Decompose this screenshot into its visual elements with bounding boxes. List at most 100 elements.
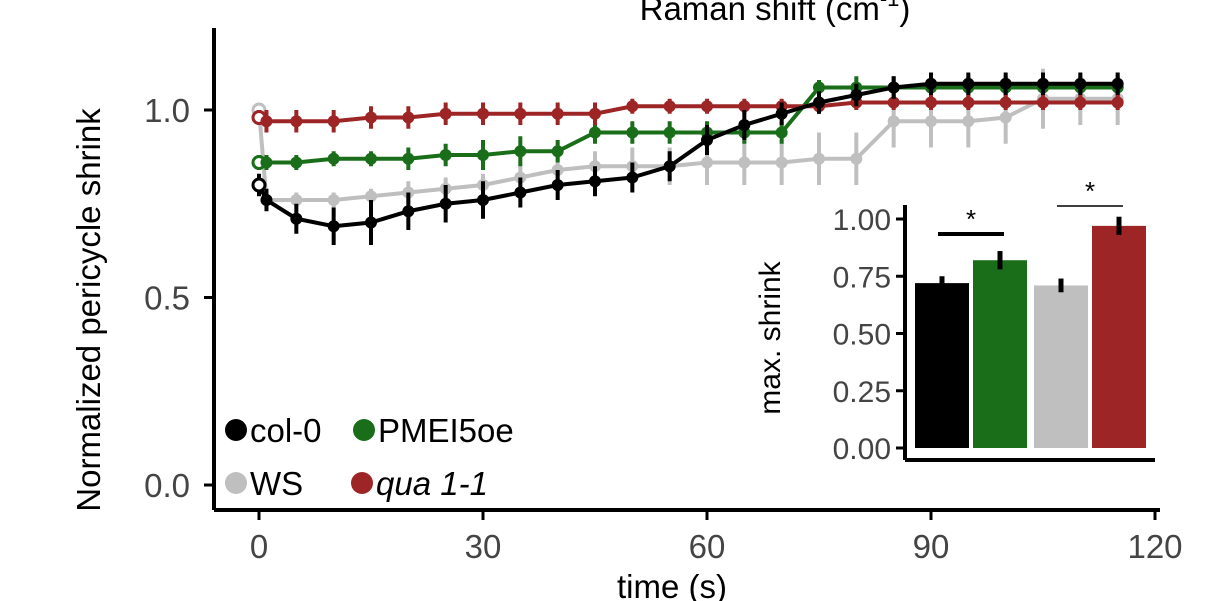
series-pmei5oe	[251, 76, 1124, 170]
data-point	[738, 100, 751, 113]
top-axis-title-close: )	[899, 0, 910, 27]
data-point	[439, 149, 452, 161]
data-point	[589, 175, 601, 188]
data-point	[290, 115, 303, 128]
legend-marker	[225, 472, 247, 494]
data-point	[365, 216, 377, 229]
inset-y-tick-label: 0.25	[833, 376, 891, 409]
data-point	[402, 111, 415, 124]
data-point	[589, 126, 601, 139]
data-point	[290, 212, 303, 225]
data-point	[962, 77, 975, 90]
data-point	[925, 115, 937, 128]
data-point	[439, 107, 452, 120]
y-tick-label: 0.5	[144, 280, 190, 317]
data-point	[327, 220, 340, 233]
data-point	[327, 152, 340, 165]
inset-bar	[973, 260, 1027, 448]
data-point	[775, 126, 788, 139]
data-point	[663, 126, 676, 139]
legend-label: qua 1-1	[376, 465, 488, 502]
data-point	[439, 197, 452, 210]
data-point	[999, 111, 1012, 124]
data-point	[327, 194, 340, 206]
series-qua-1-1	[251, 95, 1124, 133]
data-point	[514, 107, 527, 120]
data-point	[813, 152, 825, 165]
data-point	[251, 177, 267, 193]
data-point	[260, 156, 273, 169]
inset-y-tick-label: 0.50	[833, 319, 891, 352]
data-point	[663, 100, 676, 113]
legend-marker	[351, 472, 373, 494]
data-point	[514, 145, 527, 158]
data-point	[551, 145, 564, 158]
data-point	[1111, 96, 1124, 109]
series-ws	[251, 68, 1124, 208]
data-point	[999, 96, 1012, 109]
data-point	[962, 115, 975, 128]
data-point	[551, 107, 564, 120]
data-point	[850, 152, 863, 165]
x-tick-label: 90	[913, 528, 950, 565]
data-point	[887, 115, 900, 128]
data-point	[701, 156, 713, 169]
top-axis-title-main: Raman shift (cm	[640, 0, 880, 27]
inset-y-tick-label: 1.00	[833, 204, 891, 237]
data-point	[260, 115, 273, 128]
data-point	[999, 77, 1012, 90]
data-point	[626, 171, 639, 184]
data-point	[738, 119, 751, 131]
data-point	[477, 149, 489, 161]
series-line	[257, 96, 1118, 202]
x-tick-label: 0	[250, 528, 268, 565]
data-point	[260, 194, 273, 206]
y-tick-label: 1.0	[144, 92, 190, 129]
data-point	[701, 134, 713, 146]
main-series	[251, 68, 1124, 245]
data-point	[365, 111, 377, 124]
data-point	[701, 100, 713, 113]
data-point	[365, 190, 377, 203]
data-point	[738, 156, 751, 169]
significance-star: *	[1085, 176, 1095, 206]
y-axis-title: Normalized pericycle shrink	[70, 108, 107, 512]
data-point	[477, 107, 489, 120]
data-point	[850, 89, 863, 101]
inset-bar	[915, 283, 969, 448]
inset-bar	[1092, 225, 1146, 448]
data-point	[663, 160, 676, 173]
data-point	[626, 126, 639, 139]
x-tick-label: 60	[689, 528, 726, 565]
inset-y-axis-title: max. shrink	[754, 260, 787, 414]
x-tick-label: 120	[1127, 528, 1182, 565]
legend-label: PMEI5oe	[378, 412, 514, 449]
data-point	[327, 115, 340, 128]
data-point	[813, 96, 825, 109]
data-point	[887, 96, 900, 109]
legend: col-0 PMEI5oe WS qua 1-1	[225, 412, 514, 502]
legend-label: WS	[250, 465, 303, 502]
data-point	[477, 194, 489, 206]
y-tick-label: 0.0	[144, 467, 190, 504]
inset-bar	[1034, 285, 1088, 448]
data-point	[402, 205, 415, 218]
legend-marker	[225, 419, 247, 441]
data-point	[775, 156, 788, 169]
series-col-0	[251, 72, 1124, 245]
inset-y-tick-label: 0.75	[833, 261, 891, 294]
data-point	[589, 107, 601, 120]
data-point	[962, 96, 975, 109]
data-point	[626, 100, 639, 113]
data-point	[1037, 77, 1049, 90]
data-point	[290, 194, 303, 206]
data-point	[1074, 96, 1087, 109]
data-point	[1074, 77, 1087, 90]
data-point	[925, 96, 937, 109]
inset-chart: 0.00 0.25 0.50 0.75 1.00 max. shrink * *	[752, 176, 1160, 470]
legend-marker	[353, 419, 375, 441]
data-point	[887, 81, 900, 94]
x-tick-label: 30	[465, 528, 502, 565]
data-point	[551, 179, 564, 191]
